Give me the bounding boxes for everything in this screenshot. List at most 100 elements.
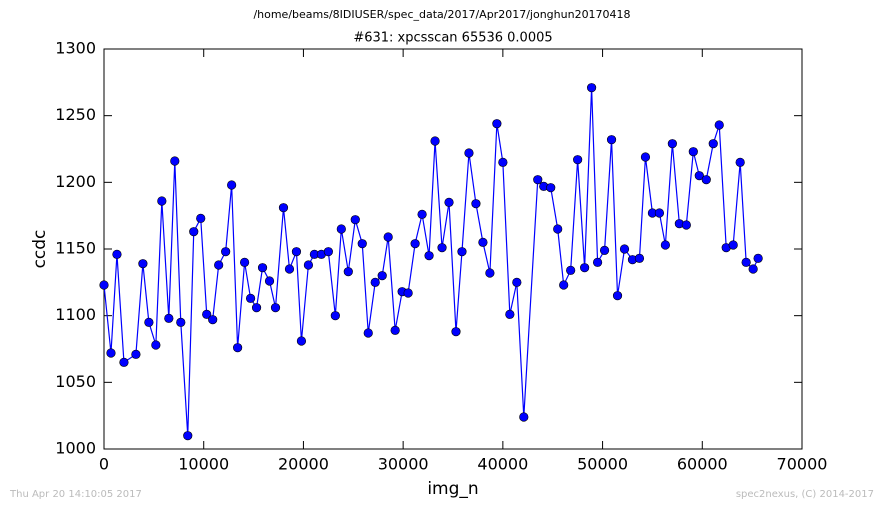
data-point (112, 249, 122, 259)
data-point (654, 208, 665, 218)
data-point (390, 325, 400, 335)
data-point (377, 271, 387, 281)
data-point (383, 232, 393, 242)
data-point (735, 157, 745, 167)
data-point (587, 83, 597, 93)
data-point (343, 267, 353, 277)
data-point (303, 260, 314, 270)
data-point (284, 264, 295, 274)
data-point (606, 135, 617, 145)
data-point (444, 197, 454, 207)
y-tick-label: 1300 (55, 39, 96, 58)
data-point (640, 152, 651, 162)
x-tick-label: 70000 (777, 455, 828, 474)
data-point (403, 288, 413, 298)
data-point (701, 175, 711, 185)
y-tick-label: 1150 (55, 239, 96, 258)
data-point (183, 431, 193, 441)
data-point (291, 247, 302, 257)
suptitle: /home/beams/8IDIUSER/spec_data/2017/Apr2… (253, 8, 630, 21)
data-point (599, 245, 610, 255)
data-point (278, 203, 289, 213)
data-point (492, 119, 502, 129)
data-point (251, 303, 262, 313)
data-point (681, 220, 691, 230)
footer-right: spec2nexus, (C) 2014-2017 (736, 489, 874, 500)
data-point (566, 265, 576, 275)
data-point (451, 327, 461, 337)
x-tick-label: 60000 (677, 455, 728, 474)
data-point (519, 412, 529, 422)
x-tick-label: 0 (99, 455, 109, 474)
data-point (708, 139, 718, 149)
data-point (573, 155, 583, 165)
data-point (612, 291, 623, 301)
data-point (202, 309, 212, 319)
data-point (512, 277, 522, 287)
y-tick-label: 1100 (55, 305, 96, 324)
data-point (457, 247, 467, 257)
data-point (239, 257, 250, 267)
data-point (471, 199, 481, 209)
y-tick-label: 1050 (55, 372, 96, 391)
data-point (485, 268, 495, 278)
data-point (370, 277, 380, 287)
data-point (580, 263, 590, 273)
data-point (270, 303, 281, 313)
data-point (417, 209, 427, 219)
x-tick-label: 50000 (577, 455, 628, 474)
data-point (478, 237, 488, 247)
data-point (553, 224, 563, 234)
data-point (430, 136, 440, 146)
data-point (748, 264, 758, 274)
data-point (688, 147, 698, 157)
data-point (119, 357, 129, 367)
data-point (221, 247, 231, 257)
data-point (208, 315, 218, 325)
data-point (176, 317, 186, 327)
data-point (728, 240, 738, 250)
data-point (170, 156, 180, 166)
data-point (214, 260, 224, 270)
data-point (99, 280, 109, 290)
data-point (363, 328, 373, 338)
data-point (424, 251, 434, 261)
data-point (157, 196, 167, 206)
data-point (196, 213, 206, 223)
data-point (660, 240, 670, 250)
x-axis-label: img_n (427, 479, 478, 499)
y-tick-label: 1250 (55, 105, 96, 124)
data-point (264, 276, 275, 286)
data-point (357, 239, 367, 249)
data-point (144, 317, 154, 327)
data-point (350, 215, 360, 225)
data-point (323, 247, 333, 257)
data-point (189, 227, 199, 237)
data-point (164, 313, 174, 323)
data-point (714, 120, 724, 130)
data-point (131, 349, 141, 359)
data-point (546, 183, 556, 193)
x-tick-label: 30000 (378, 455, 429, 474)
data-point (753, 253, 763, 263)
data-point (592, 257, 603, 267)
data-point (667, 139, 677, 149)
data-point (330, 311, 340, 321)
data-point (227, 180, 237, 190)
data-point (505, 309, 515, 319)
data-point (694, 171, 704, 181)
chart-title: #631: xpcsscan 65536 0.0005 (353, 31, 552, 46)
data-point (336, 224, 346, 234)
y-tick-label: 1200 (55, 172, 96, 191)
x-tick-label: 40000 (477, 455, 528, 474)
x-tick-label: 10000 (178, 455, 229, 474)
data-point (559, 280, 569, 290)
data-point (233, 343, 243, 353)
data-point (741, 257, 751, 267)
data-point (138, 259, 148, 269)
data-point (410, 239, 420, 249)
data-point (151, 340, 161, 350)
data-point (619, 244, 630, 254)
x-tick-label: 20000 (278, 455, 329, 474)
